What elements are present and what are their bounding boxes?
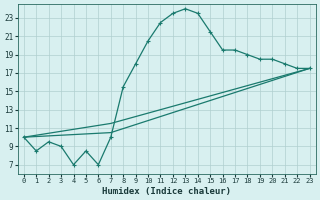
X-axis label: Humidex (Indice chaleur): Humidex (Indice chaleur) [102,187,231,196]
